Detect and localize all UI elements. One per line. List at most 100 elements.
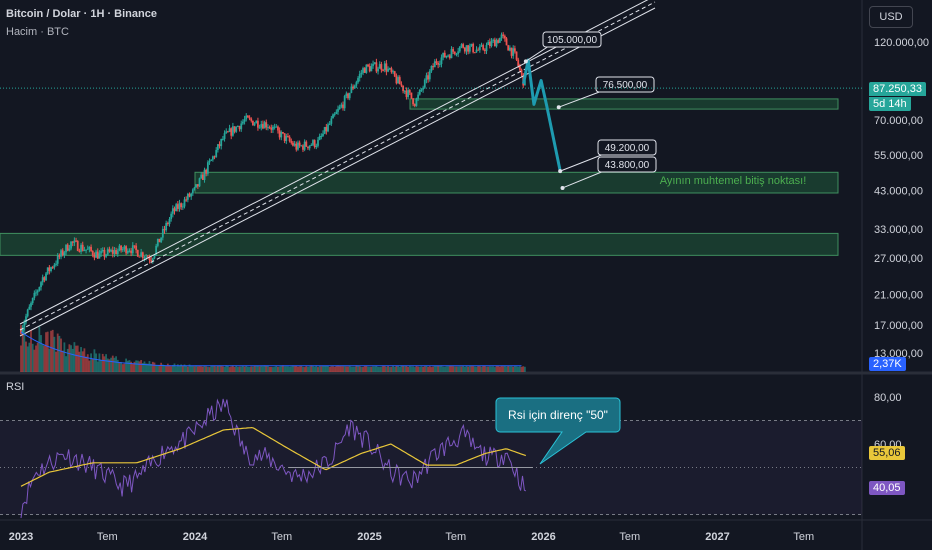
candle-body [398,77,401,85]
volume-bar [43,345,46,372]
candle-body [190,193,193,197]
candle-body [58,255,61,257]
candle-body [418,89,421,95]
candle-body [427,75,430,80]
candle-body [298,142,301,146]
volume-bar [141,363,144,372]
volume-bar [121,364,124,372]
volume-bar [21,334,24,372]
volume-bar [505,366,508,372]
candle-body [160,237,163,243]
volume-bar [327,365,329,372]
volume-bar [357,365,359,372]
time-tick-label: 2025 [357,531,381,543]
volume-bar [262,366,264,372]
volume-bar [111,355,114,372]
volume-bar [70,345,72,372]
candle-body [163,228,166,231]
callout-anchor [558,169,563,174]
candle-body [116,250,119,255]
time-tick-label: 2023 [9,531,33,543]
volume-legend: Hacim · BTC [6,26,69,38]
volume-bar [508,366,511,372]
volume-bar [53,336,56,372]
volume-bar [20,345,22,372]
volume-bar [221,366,224,372]
volume-bar [355,365,358,372]
candle-body [106,249,109,255]
volume-bar [430,367,433,372]
volume-bar [158,364,161,372]
volume-bar [322,365,324,372]
candle-body [21,327,24,334]
candle-body [231,126,234,136]
volume-bar [198,365,201,372]
candle-body [238,126,241,130]
candle-body [470,43,473,46]
volume-bar [81,351,84,372]
volume-bar [80,347,82,372]
volume-bar [452,366,455,372]
candle-body [257,120,259,128]
volume-bar [91,358,94,372]
candle-body [138,256,141,258]
candle-body [178,203,181,209]
volume-bar [417,366,420,372]
candle-body [51,267,54,269]
volume-bar [110,357,112,372]
candle-body [103,249,106,257]
callout-pointer [558,90,603,108]
volume-bar [377,366,379,372]
volume-bar [68,344,71,372]
candle-body [247,115,249,118]
candle-body [118,245,121,251]
candle-body [201,174,204,180]
volume-bar [437,365,440,372]
volume-bar [287,366,289,372]
volume-bar [56,333,59,372]
candle-body [293,143,296,146]
volume-bar [183,364,186,372]
volume-bar [400,365,403,372]
candle-body [183,199,186,207]
volume-bar [372,366,374,372]
price-tick-label: 27.000,00 [874,253,923,265]
time-tick-label: Tem [97,531,118,543]
candle-body [312,140,314,145]
candle-body [55,263,57,265]
candle-body [335,111,338,114]
candle-body [91,250,94,256]
candle-body [392,71,394,73]
volume-bar [225,365,228,372]
candle-body [307,146,309,149]
candle-body [405,90,408,97]
volume-bar [317,367,319,372]
volume-bar [76,345,79,372]
candle-body [315,145,318,148]
volume-bar [128,360,131,372]
volume-bar [280,365,283,372]
candle-body [133,245,136,247]
volume-bar [103,356,106,372]
candle-body [362,68,364,73]
currency-button[interactable]: USD [869,6,913,28]
candle-body [385,63,388,72]
volume-bar [343,366,346,372]
candle-body [282,132,284,134]
volume-bar [176,364,179,372]
candle-body [111,250,114,254]
callout-label: 76.500,00 [603,80,648,91]
volume-bar [120,361,123,372]
candle-body [368,66,371,72]
volume-bar [90,353,92,372]
volume-bar [93,349,96,372]
volume-bar [375,365,378,372]
callout-box [597,139,657,156]
candle-body [283,133,286,141]
volume-bar [425,365,428,372]
volume-bar [242,365,244,372]
candle-body [478,46,481,51]
time-tick-label: 2024 [183,531,208,543]
candle-body [186,193,189,200]
